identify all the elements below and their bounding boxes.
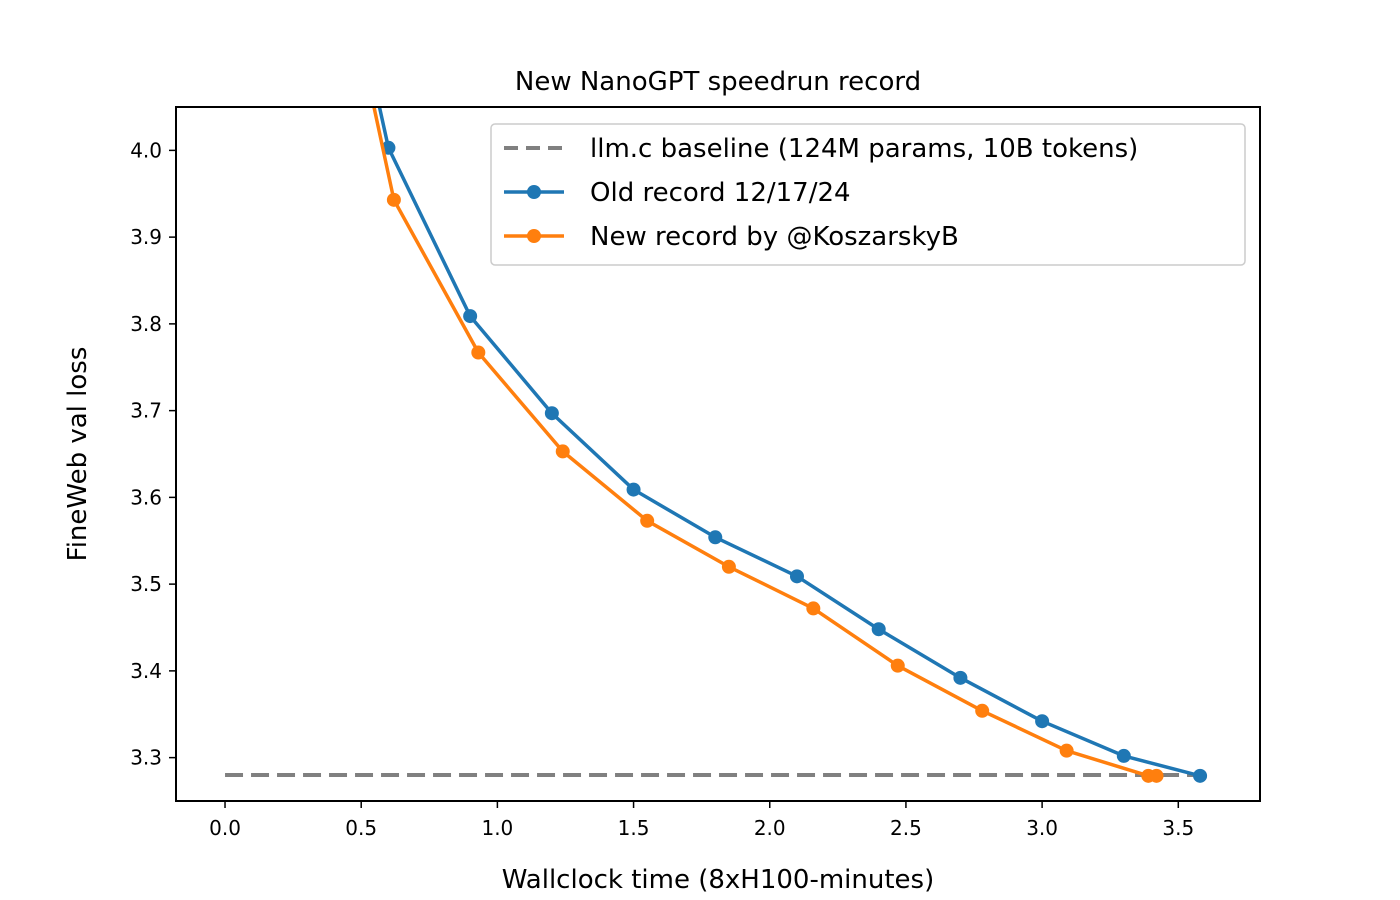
x-tick-label: 2.0 [754, 816, 786, 840]
series-group [225, 91, 1211, 783]
data-point [1035, 714, 1050, 729]
legend-label: Old record 12/17/24 [590, 178, 851, 208]
plot-frame [175, 106, 1261, 802]
legend-label: llm.c baseline (124M params, 10B tokens) [590, 134, 1138, 164]
y-tick-label: 3.7 [130, 399, 162, 423]
y-tick-label: 3.6 [130, 485, 162, 509]
data-point [953, 670, 968, 685]
y-tick-label: 3.5 [130, 572, 162, 596]
y-tick-label: 3.4 [130, 659, 162, 683]
y-tick-label: 3.3 [130, 746, 162, 770]
data-point [371, 91, 385, 105]
data-point [708, 530, 723, 545]
legend-box [490, 123, 1246, 266]
y-tick-label: 4.0 [130, 138, 162, 162]
data-point [1193, 768, 1208, 783]
series-line-2 [372, 107, 1157, 778]
data-point [871, 622, 886, 637]
data-point [544, 406, 559, 421]
y-tick-label: 3.9 [130, 225, 162, 249]
plot-area [225, 91, 1211, 783]
data-point [386, 192, 401, 207]
data-point [975, 703, 990, 718]
x-tick-label: 0.0 [209, 816, 241, 840]
data-point [890, 658, 905, 673]
legend-marker [527, 185, 541, 199]
y-axis: 3.3 3.4 3.5 3.6 3.7 3.8 3.9 4.0 [130, 138, 176, 770]
x-tick-label: 2.5 [890, 816, 922, 840]
x-tick-label: 0.5 [345, 816, 377, 840]
data-point [626, 482, 641, 497]
data-point [365, 91, 379, 105]
y-tick-label: 3.8 [130, 312, 162, 336]
y-axis-title: FineWeb val loss [63, 347, 93, 562]
series-line-1 [377, 107, 1201, 778]
x-axis-title: Wallclock time (8xH100-minutes) [502, 865, 935, 895]
data-point [806, 601, 821, 616]
x-tick-label: 3.5 [1162, 816, 1194, 840]
legend-marker [527, 229, 541, 243]
data-point [789, 569, 804, 584]
data-point [1059, 743, 1074, 758]
x-axis: 0.0 0.5 1.0 1.5 2.0 2.5 3.0 3.5 [209, 801, 1194, 840]
data-point [1149, 768, 1164, 783]
data-point [721, 559, 736, 574]
x-tick-label: 1.5 [618, 816, 650, 840]
x-tick-label: 1.0 [481, 816, 513, 840]
data-point [471, 345, 486, 360]
legend: llm.c baseline (124M params, 10B tokens)… [490, 123, 1246, 266]
data-point [555, 444, 570, 459]
data-point [1116, 748, 1131, 763]
chart-title: New NanoGPT speedrun record [515, 67, 921, 97]
data-point [640, 513, 655, 528]
data-point [463, 309, 478, 324]
legend-label: New record by @KoszarskyB [590, 222, 959, 252]
x-tick-label: 3.0 [1026, 816, 1058, 840]
